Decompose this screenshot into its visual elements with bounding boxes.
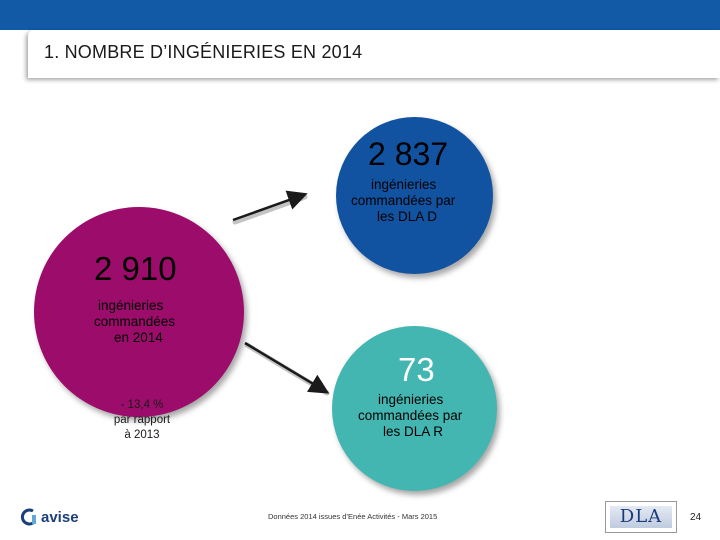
dla-r-line-2: commandées par xyxy=(358,408,463,423)
total-line-3: en 2014 xyxy=(114,330,163,345)
total-line-1: ingénieries xyxy=(98,298,164,313)
dla-r-value: 73 xyxy=(398,351,435,388)
arrow-to-dla-r-icon xyxy=(244,342,330,396)
circle-total-2014 xyxy=(34,207,244,417)
dla-r-line-1: ingénieries xyxy=(378,392,444,407)
arrow-to-dla-d-icon xyxy=(232,194,308,225)
circle-dla-r xyxy=(332,326,497,491)
variation-line-3: à 2013 xyxy=(124,429,160,441)
title-box xyxy=(28,30,720,78)
dla-logo-text: DLA xyxy=(610,506,672,528)
total-line-2: commandées xyxy=(94,314,176,329)
variation-line-1: - 13,4 % xyxy=(120,399,164,411)
page-title: 1. NOMBRE D’INGÉNIERIES EN 2014 xyxy=(44,42,363,62)
circle-dla-d xyxy=(336,117,493,274)
header-band xyxy=(0,0,720,30)
avise-logo: avise xyxy=(20,508,79,526)
variation-line-2: par rapport xyxy=(113,414,171,426)
dla-logo: DLA xyxy=(605,501,677,533)
dla-d-line-3: les DLA D xyxy=(377,209,438,224)
variation-note: - 13,4 % par rapport à 2013 xyxy=(92,398,192,443)
avise-logo-text: avise xyxy=(41,508,79,526)
dla-d-value: 2 837 xyxy=(368,136,449,172)
dla-r-line-3: les DLA R xyxy=(383,424,444,439)
total-value: 2 910 xyxy=(94,250,177,287)
dla-d-line-1: ingénieries xyxy=(371,177,437,192)
footer-source: Données 2014 issues d’Enée Activités - M… xyxy=(268,512,438,521)
avise-logo-icon xyxy=(20,508,36,526)
page-number: 24 xyxy=(690,512,702,523)
dla-d-line-2: commandées par xyxy=(351,193,456,208)
